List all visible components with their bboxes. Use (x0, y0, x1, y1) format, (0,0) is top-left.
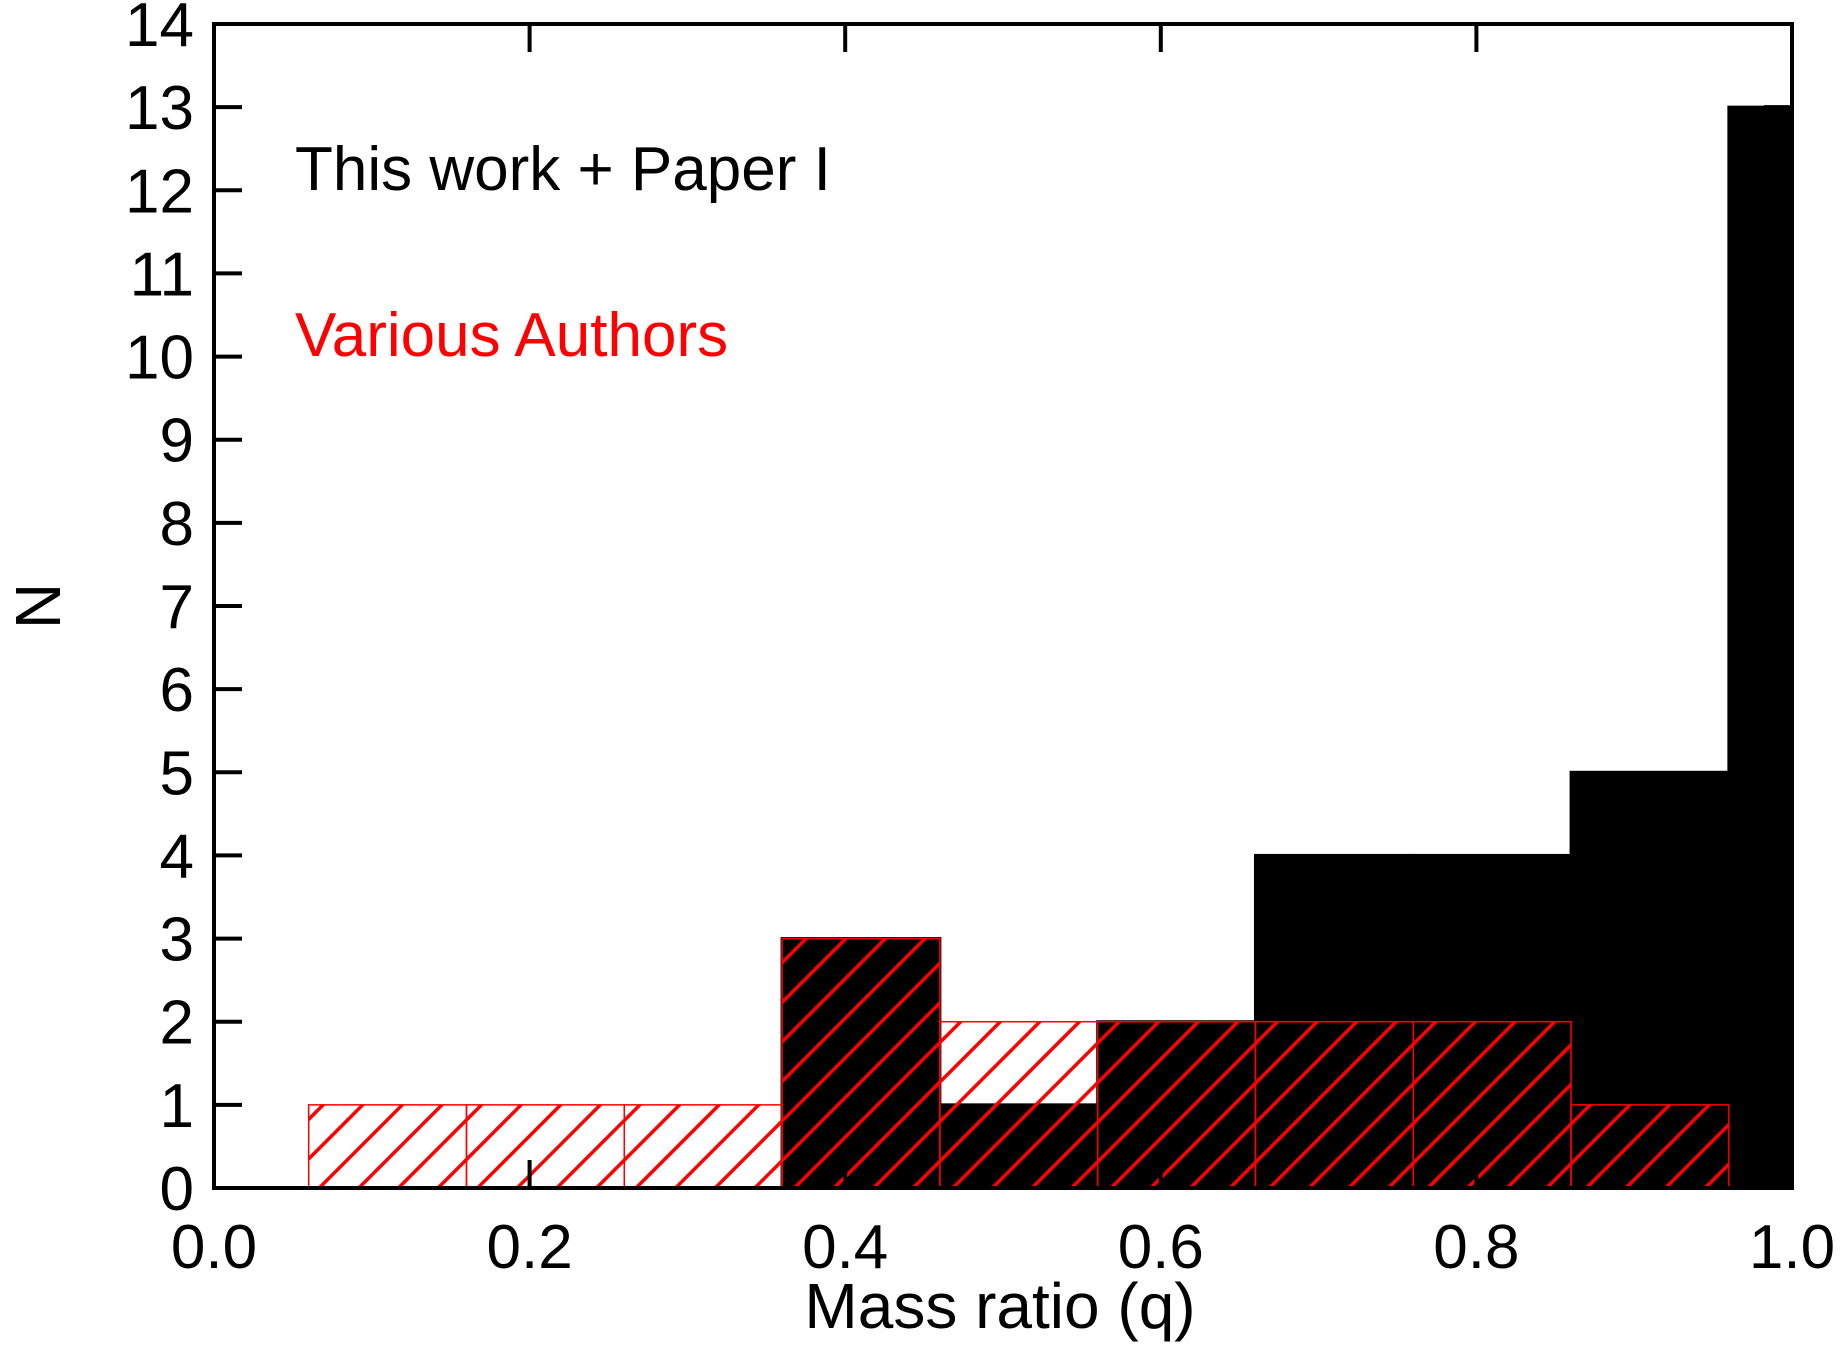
y-tick-label: 3 (160, 906, 194, 975)
histogram-bar (1412, 1020, 1572, 1188)
x-tick-label: 0.8 (1433, 1213, 1519, 1282)
y-tick-label: 13 (125, 74, 194, 143)
histogram-bar (465, 1104, 626, 1188)
y-axis-label: N (2, 583, 74, 629)
y-tick-label: 14 (125, 0, 194, 60)
histogram-bar (307, 1104, 468, 1188)
y-tick-label: 4 (160, 822, 194, 891)
y-tick-label: 9 (160, 407, 194, 476)
y-tick-label: 10 (125, 324, 194, 393)
histogram-bar (1254, 1020, 1415, 1188)
y-tick-label: 2 (160, 989, 194, 1058)
legend-label: This work + Paper I (295, 135, 831, 204)
x-tick-label: 0.0 (171, 1213, 257, 1282)
y-tick-label: 0 (160, 1155, 194, 1224)
x-tick-label: 1.0 (1749, 1213, 1835, 1282)
y-tick-label: 1 (160, 1072, 194, 1141)
y-tick-label: 12 (125, 157, 194, 226)
y-tick-label: 11 (130, 240, 194, 309)
legend-label: Various Authors (295, 301, 728, 370)
x-tick-label: 0.2 (486, 1213, 572, 1282)
y-tick-label: 7 (160, 573, 194, 642)
histogram-bar (1570, 1104, 1730, 1188)
histogram-bar (781, 937, 941, 1188)
histogram-bar (939, 1020, 1099, 1188)
histogram-bar (1096, 1020, 1257, 1188)
x-tick-label: 0.4 (802, 1213, 888, 1282)
y-tick-label: 6 (160, 656, 194, 725)
x-tick-label: 0.6 (1118, 1213, 1204, 1282)
histogram-bar (623, 1104, 783, 1188)
plot-area (307, 105, 1792, 1188)
x-axis-label: Mass ratio (q) (804, 1270, 1195, 1342)
histogram-bar (1727, 105, 1792, 1188)
y-tick-label: 8 (160, 490, 194, 559)
y-tick-label: 5 (160, 739, 194, 808)
